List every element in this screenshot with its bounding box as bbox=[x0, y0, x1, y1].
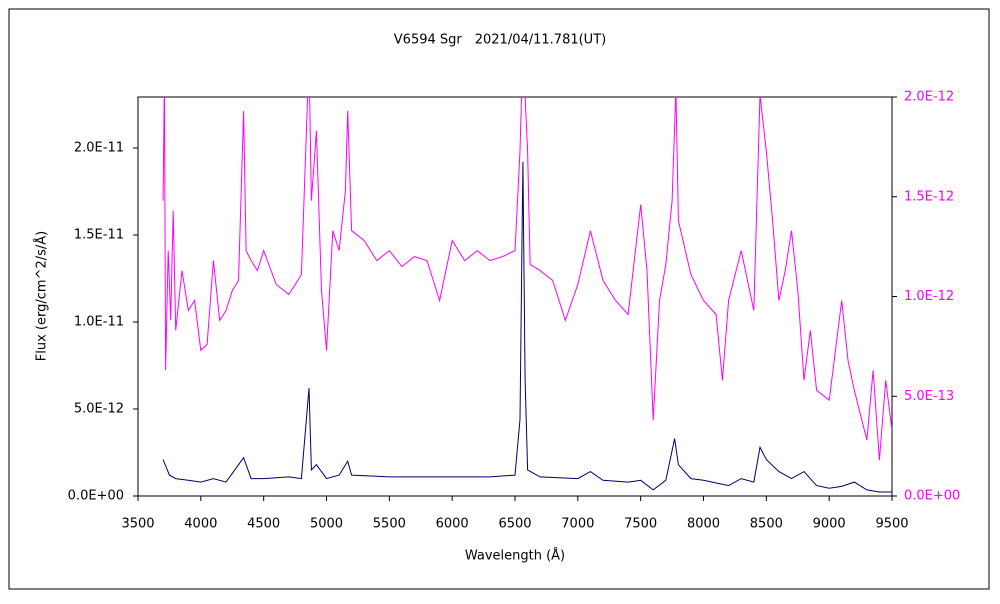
spectrum-line bbox=[162, 97, 892, 461]
x-tick-label: 9000 bbox=[813, 517, 846, 532]
x-tick-label: 7000 bbox=[561, 517, 594, 532]
x-tick-label: 5000 bbox=[310, 517, 343, 532]
y2-tick-label: 1.0E-12 bbox=[904, 289, 954, 304]
y-tick-label: 5.0E-12 bbox=[74, 401, 124, 416]
y2-tick-label: 1.5E-12 bbox=[904, 189, 954, 204]
plot-lines bbox=[162, 97, 892, 493]
x-axis-label: Wavelength (Å) bbox=[465, 548, 565, 564]
x-tick-label: 4000 bbox=[184, 517, 217, 532]
x-tick-label: 3500 bbox=[121, 517, 154, 532]
y-tick-label: 2.0E-11 bbox=[74, 140, 124, 155]
y2-tick-label: 0.0E+00 bbox=[904, 489, 960, 504]
y-axis-label: Flux (erg/cm^2/s/Å) bbox=[34, 231, 50, 361]
x-tick-label: 4500 bbox=[247, 517, 280, 532]
x-tick-label: 5500 bbox=[373, 517, 406, 532]
y-tick-label: 0.0E+00 bbox=[68, 489, 124, 504]
y2-tick-label: 2.0E-12 bbox=[904, 90, 954, 105]
x-tick-label: 7500 bbox=[624, 517, 657, 532]
y-tick-label: 1.0E-11 bbox=[74, 314, 124, 329]
y-tick-label: 1.5E-11 bbox=[74, 227, 124, 242]
x-tick-label: 9500 bbox=[875, 517, 908, 532]
x-tick-label: 6000 bbox=[436, 517, 469, 532]
spectrum-line bbox=[162, 161, 892, 493]
x-tick-label: 6500 bbox=[498, 517, 531, 532]
y2-tick-label: 5.0E-13 bbox=[904, 389, 954, 404]
x-tick-label: 8000 bbox=[687, 517, 720, 532]
x-tick-label: 8500 bbox=[750, 517, 783, 532]
chart-frame bbox=[8, 8, 990, 590]
chart-title: V6594 Sgr 2021/04/11.781(UT) bbox=[394, 33, 606, 48]
